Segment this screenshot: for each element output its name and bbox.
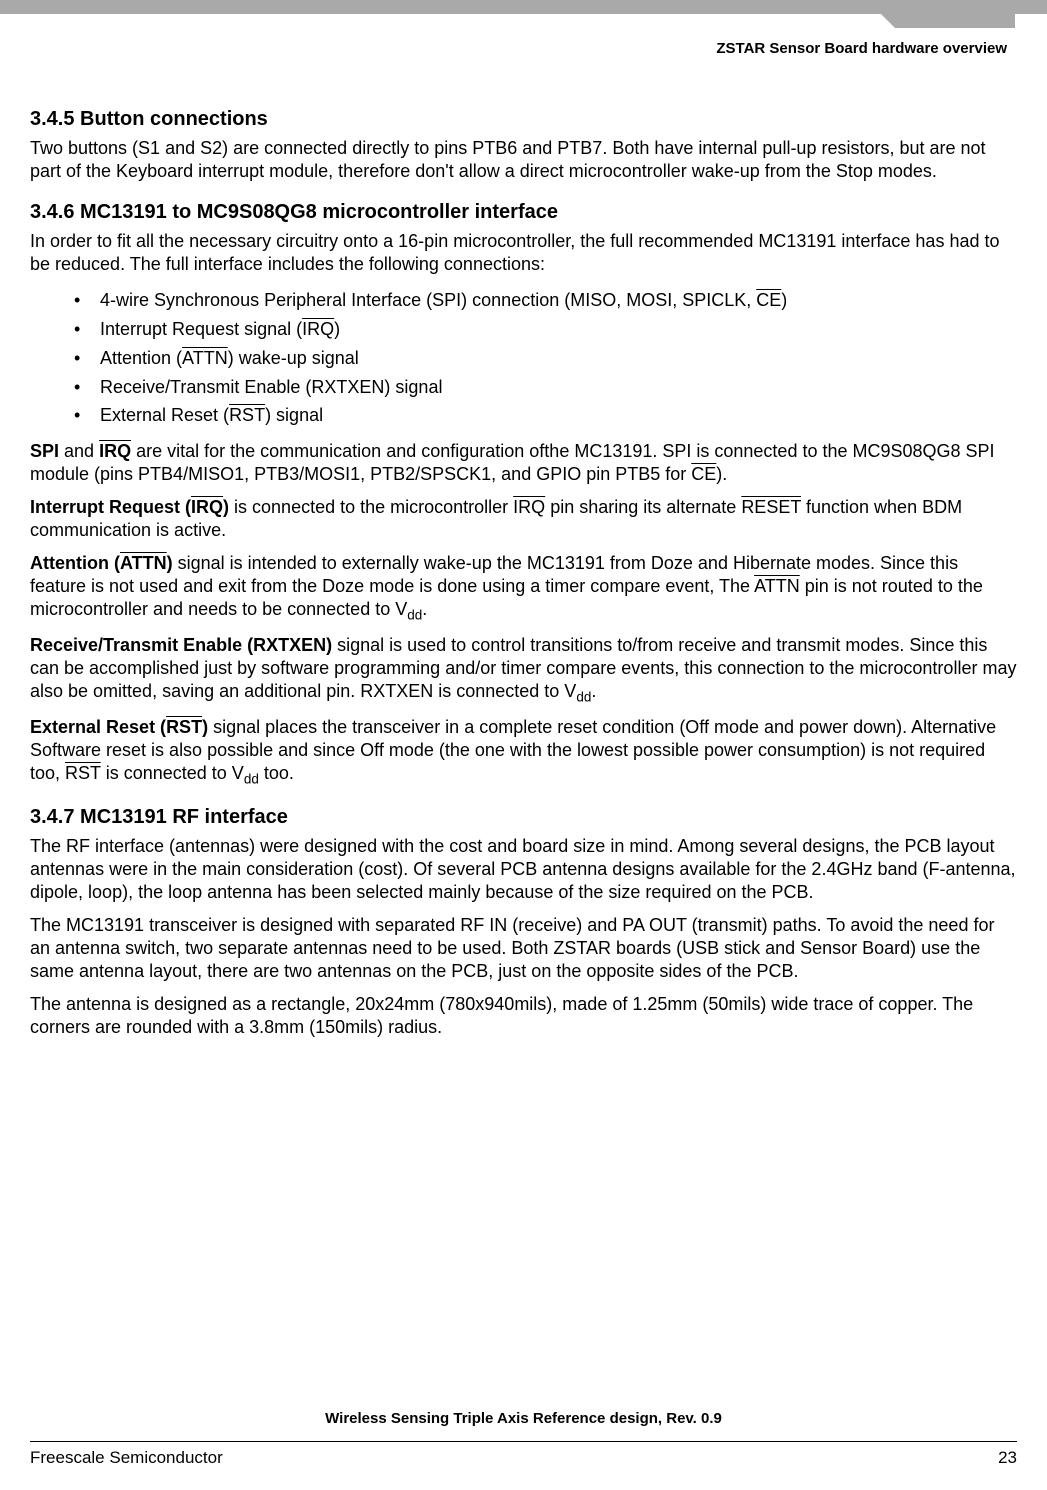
heading-3-4-6: 3.4.6 MC13191 to MC9S08QG8 microcontroll… <box>30 201 1017 224</box>
overline-irq: IRQ <box>99 441 131 461</box>
heading-3-4-5: 3.4.5 Button connections <box>30 108 1017 131</box>
txt: pin sharing its alternate <box>545 497 741 517</box>
page-footer: Wireless Sensing Triple Axis Reference d… <box>30 1410 1017 1468</box>
overline-rst: RST <box>229 405 265 425</box>
para-attn: Attention (ATTN) signal is intended to e… <box>30 552 1017 624</box>
overline-irq: IRQ <box>513 497 545 517</box>
txt: is connected to the microcontroller <box>229 497 513 517</box>
overline-attn: ATTN <box>120 553 167 573</box>
para-3-4-7-1: The RF interface (antennas) were designe… <box>30 835 1017 904</box>
bold-attn: Attention (ATTN) <box>30 553 173 573</box>
overline-rst: RST <box>65 763 101 783</box>
list-item: 4-wire Synchronous Peripheral Interface … <box>30 286 1017 315</box>
para-3-4-7-2: The MC13191 transceiver is designed with… <box>30 914 1017 983</box>
para-rxtxen: Receive/Transmit Enable (RXTXEN) signal … <box>30 634 1017 706</box>
para-rst: External Reset (RST) signal places the t… <box>30 716 1017 788</box>
subscript-dd: dd <box>576 690 591 705</box>
li-text: Interrupt Request signal ( <box>100 319 302 339</box>
txt: and <box>59 441 99 461</box>
txt: too. <box>259 763 294 783</box>
list-item: Receive/Transmit Enable (RXTXEN) signal <box>30 373 1017 402</box>
li-text: External Reset ( <box>100 405 229 425</box>
list-item: External Reset (RST) signal <box>30 401 1017 430</box>
overline-attn: ATTN <box>182 348 228 368</box>
li-text: ) <box>334 319 340 339</box>
txt: Attention ( <box>30 553 120 573</box>
para-spi: SPI and IRQ are vital for the communicat… <box>30 440 1017 486</box>
para-3-4-6-intro: In order to fit all the necessary circui… <box>30 230 1017 276</box>
running-header: ZSTAR Sensor Board hardware overview <box>716 40 1007 57</box>
txt: ). <box>716 464 727 484</box>
overline-reset: RESET <box>741 497 801 517</box>
li-text: Attention ( <box>100 348 182 368</box>
overline-irq: IRQ <box>302 319 334 339</box>
overline-ce: CE <box>756 290 781 310</box>
bold-rxtxen: Receive/Transmit Enable (RXTXEN) <box>30 635 332 655</box>
list-item: Interrupt Request signal (IRQ) <box>30 315 1017 344</box>
subscript-dd: dd <box>244 772 259 787</box>
overline-rst: RST <box>166 717 202 737</box>
txt: Interrupt Request ( <box>30 497 191 517</box>
overline-irq: IRQ <box>191 497 223 517</box>
bold-spi: SPI <box>30 441 59 461</box>
footer-rule <box>30 1441 1017 1442</box>
subscript-dd: dd <box>407 608 422 623</box>
footer-page-number: 23 <box>998 1448 1017 1468</box>
txt: is connected to V <box>101 763 244 783</box>
para-3-4-7-3: The antenna is designed as a rectangle, … <box>30 993 1017 1039</box>
corner-tab <box>895 0 1015 28</box>
li-text: ) signal <box>265 405 323 425</box>
txt: . <box>422 599 427 619</box>
txt: External Reset ( <box>30 717 166 737</box>
txt: are vital for the communication and conf… <box>30 441 995 484</box>
para-irq: Interrupt Request (IRQ) is connected to … <box>30 496 1017 542</box>
overline-ce: CE <box>691 464 716 484</box>
page-content: 3.4.5 Button connections Two buttons (S1… <box>30 90 1017 1049</box>
para-3-4-5-1: Two buttons (S1 and S2) are connected di… <box>30 137 1017 183</box>
footer-company: Freescale Semiconductor <box>30 1448 223 1468</box>
heading-3-4-7: 3.4.7 MC13191 RF interface <box>30 806 1017 829</box>
bold-irq: Interrupt Request (IRQ) <box>30 497 229 517</box>
list-item: Attention (ATTN) wake-up signal <box>30 344 1017 373</box>
interface-list: 4-wire Synchronous Peripheral Interface … <box>30 286 1017 430</box>
overline-attn: ATTN <box>754 576 800 596</box>
li-text: ) wake-up signal <box>228 348 359 368</box>
li-text: 4-wire Synchronous Peripheral Interface … <box>100 290 756 310</box>
txt: . <box>591 681 596 701</box>
li-text: ) <box>781 290 787 310</box>
footer-doc-title: Wireless Sensing Triple Axis Reference d… <box>30 1410 1017 1427</box>
bold-rst: External Reset (RST) <box>30 717 208 737</box>
